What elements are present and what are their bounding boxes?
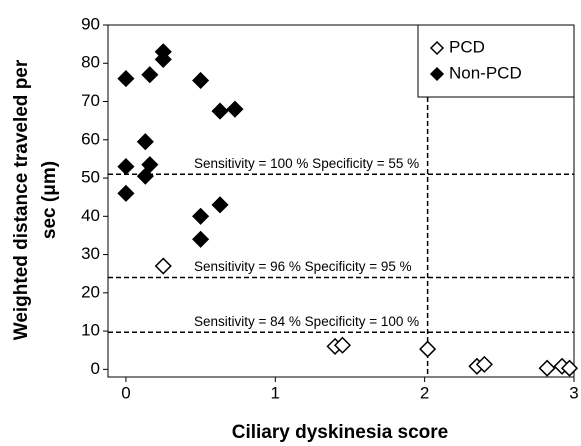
point	[192, 230, 210, 248]
point	[154, 257, 172, 275]
point	[154, 50, 172, 68]
point	[560, 359, 579, 377]
point	[211, 196, 229, 214]
y-tick-label: 80	[81, 53, 100, 72]
x-axis-label: Ciliary dyskinesia score	[232, 422, 449, 443]
point	[211, 102, 229, 120]
x-tick-label: 1	[271, 383, 280, 402]
point	[192, 207, 210, 225]
annotation: Sensitivity = 84 % Specificity = 100 %	[194, 314, 419, 329]
point	[136, 133, 154, 151]
y-tick-label: 50	[81, 168, 100, 187]
legend-box	[417, 24, 575, 98]
point	[192, 71, 210, 90]
point	[141, 156, 159, 174]
point	[333, 336, 352, 354]
plot-frame	[107, 24, 575, 378]
legend: PCD Non-PCD	[417, 24, 575, 98]
y-tick-label: 90	[81, 14, 100, 33]
point	[226, 100, 244, 118]
y-tick-label: 0	[91, 359, 100, 378]
annotation: Sensitivity = 100 % Specificity = 55 %	[194, 156, 419, 171]
legend-marker	[429, 40, 445, 56]
point	[117, 70, 135, 88]
x-tick-label: 0	[121, 383, 130, 402]
point	[538, 359, 556, 377]
y-tick-label: 40	[81, 206, 100, 225]
y-tick-label: 20	[81, 282, 100, 301]
y-axis-label-line: Weighted distance traveled per	[11, 59, 32, 340]
y-tick-label: 60	[81, 129, 100, 148]
legend-label: PCD	[449, 37, 485, 56]
y-axis-label-line: sec (μm)	[39, 161, 60, 239]
point	[141, 66, 159, 84]
point	[117, 184, 135, 202]
point	[419, 340, 437, 358]
y-axis-label: Weighted distance traveled per sec (μm)	[11, 59, 60, 340]
point	[117, 158, 135, 176]
point	[475, 355, 493, 373]
y-tick-label: 10	[81, 321, 100, 340]
legend-label: Non-PCD	[449, 63, 522, 82]
y-tick-label: 70	[81, 91, 100, 110]
legend-marker	[429, 66, 445, 82]
x-tick-label: 2	[420, 383, 429, 402]
x-tick-label: 3	[569, 383, 578, 402]
y-tick-label: 30	[81, 244, 100, 263]
point	[136, 167, 154, 185]
annotation: Sensitivity = 96 % Specificity = 95 %	[194, 259, 412, 274]
